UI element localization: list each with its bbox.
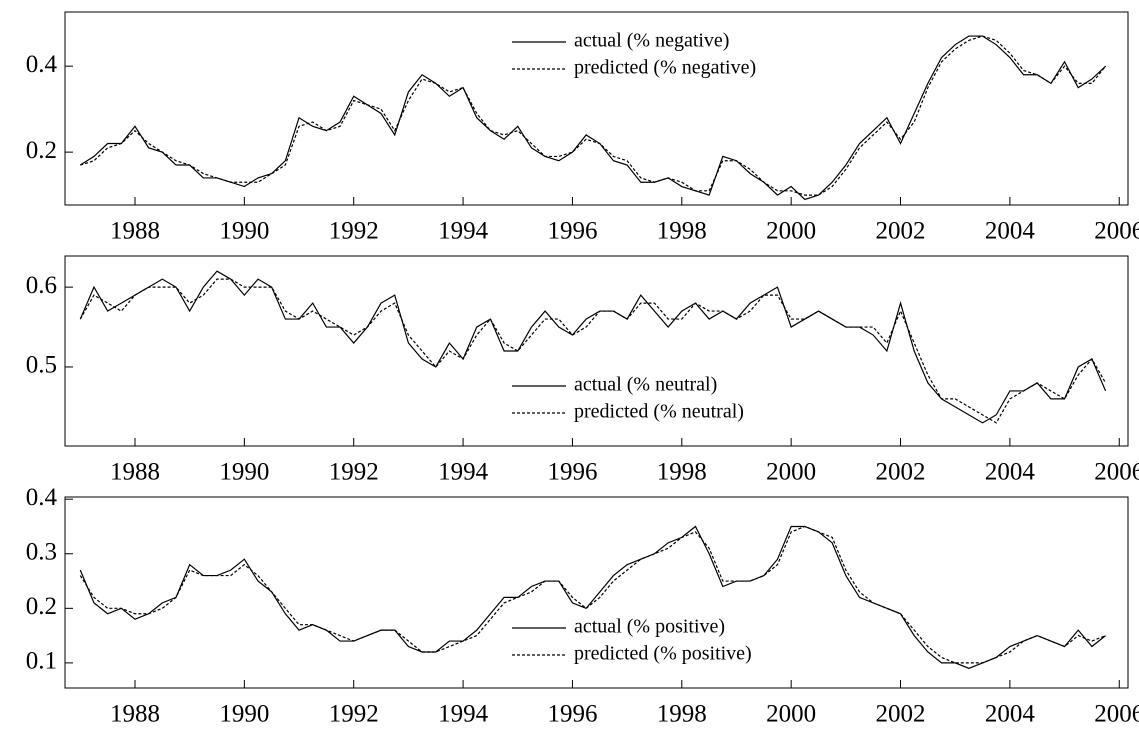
- x-tick-label: 1998: [657, 459, 707, 486]
- x-tick-label: 1996: [547, 218, 597, 245]
- y-tick-label: 0.6: [26, 272, 57, 299]
- plot-frame: [64, 255, 1129, 447]
- x-tick-label: 1994: [438, 218, 489, 245]
- y-tick-label: 0.1: [26, 648, 57, 675]
- data-line: [79, 278, 1107, 424]
- plot-frame: [64, 496, 1129, 689]
- x-tick-label: 2002: [876, 218, 926, 245]
- y-tick-label: 0.3: [26, 538, 57, 565]
- x-tick-label: 1994: [438, 459, 489, 486]
- x-tick-label: 2004: [985, 218, 1036, 245]
- legend-label: predicted (% negative): [574, 57, 756, 79]
- x-tick-label: 1992: [329, 218, 379, 245]
- x-tick-label: 1990: [219, 459, 269, 486]
- x-tick-label: 1998: [657, 701, 707, 728]
- legend-label: predicted (% positive): [574, 643, 752, 665]
- data-line: [79, 525, 1106, 664]
- y-tick-label: 0.2: [26, 593, 57, 620]
- x-tick-label: 1998: [657, 218, 707, 245]
- legend-label: actual (% neutral): [574, 374, 717, 396]
- y-tick-label: 0.2: [26, 137, 57, 164]
- y-tick-label: 0.5: [26, 352, 57, 379]
- x-tick-label: 2000: [766, 459, 816, 486]
- x-tick-label: 2004: [985, 701, 1036, 728]
- x-tick-label: 1990: [219, 701, 269, 728]
- x-tick-label: 2004: [985, 459, 1036, 486]
- x-tick-label: 1994: [438, 701, 489, 728]
- x-tick-label: 1996: [547, 701, 597, 728]
- y-tick-label: 0.4: [26, 484, 58, 511]
- x-tick-label: 1992: [329, 459, 379, 486]
- x-tick-label: 2002: [876, 459, 926, 486]
- x-tick-label: 2000: [766, 218, 816, 245]
- legend-label: actual (% negative): [574, 30, 729, 52]
- x-tick-label: 2006: [1094, 701, 1139, 728]
- x-tick-label: 2002: [876, 701, 926, 728]
- x-tick-label: 1996: [547, 459, 597, 486]
- plot-frame: [64, 11, 1129, 206]
- x-tick-label: 1988: [110, 701, 160, 728]
- legend-label: predicted (% neutral): [574, 401, 744, 423]
- x-tick-label: 1988: [110, 459, 160, 486]
- legend-label: actual (% positive): [574, 616, 725, 638]
- data-line: [80, 35, 1107, 196]
- x-tick-label: 1988: [110, 218, 160, 245]
- x-tick-label: 2006: [1094, 218, 1139, 245]
- y-tick-label: 0.4: [26, 51, 58, 78]
- x-tick-label: 2006: [1094, 459, 1139, 486]
- x-tick-label: 1992: [329, 701, 379, 728]
- x-tick-label: 1990: [219, 218, 269, 245]
- x-tick-label: 2000: [766, 701, 816, 728]
